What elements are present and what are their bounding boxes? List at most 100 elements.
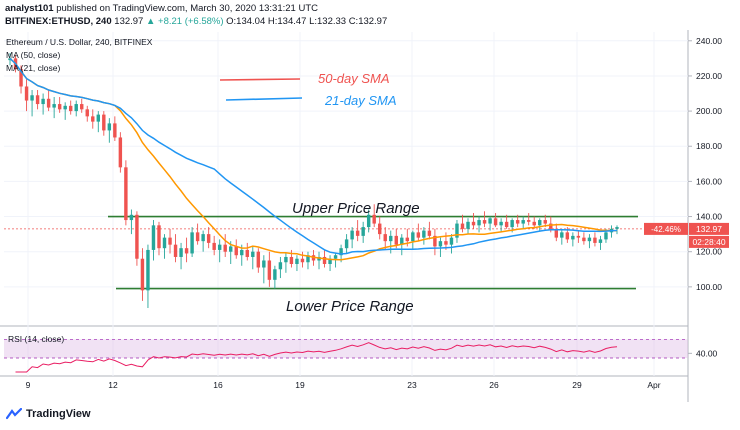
publish-info: analyst101 published on TradingView.com,… xyxy=(5,3,318,14)
candle-body xyxy=(173,244,178,257)
candle-body xyxy=(466,221,470,229)
candle-body xyxy=(565,232,570,240)
candle-body xyxy=(212,242,216,250)
candle-body xyxy=(344,239,349,249)
rsi-tick-label: 40.00 xyxy=(696,348,718,358)
candle-body xyxy=(582,237,586,242)
candle-body xyxy=(107,123,112,131)
chart-legend-title: Ethereum / U.S. Dollar, 240, BITFINEX xyxy=(6,37,153,47)
candle-body xyxy=(499,221,503,226)
candle-body xyxy=(140,258,145,291)
lower-range-label: Lower Price Range xyxy=(286,298,414,315)
time-tick-label: 12 xyxy=(108,380,118,390)
ohlc-values: O:134.04 H:134.47 L:132.33 C:132.97 xyxy=(226,16,388,27)
candle-body xyxy=(587,237,592,242)
candle-body xyxy=(510,220,514,228)
candle-body xyxy=(80,104,84,110)
price-tick-label: 100.00 xyxy=(696,282,722,292)
sma21-annotation-line xyxy=(225,97,303,101)
candle-body xyxy=(372,214,376,224)
candle-body xyxy=(438,241,443,247)
candle-body xyxy=(289,256,294,264)
legend-ma21: MA (21, close) xyxy=(6,63,60,73)
sma21-annotation-label: 21-day SMA xyxy=(324,93,397,108)
rsi-legend: RSI (14, close) xyxy=(8,334,64,344)
candle-body xyxy=(35,95,40,105)
candle-body xyxy=(328,258,332,264)
candle-body xyxy=(433,235,437,247)
candle-body xyxy=(190,232,194,254)
candle-body xyxy=(184,248,189,254)
candle-body xyxy=(604,232,608,240)
candle-body xyxy=(411,232,415,242)
price-chart[interactable]: 240.00 220.00 200.00 180.00 160.00 140.00 120.… xyxy=(0,30,740,402)
candle-body xyxy=(477,220,481,226)
time-tick-label: 9 xyxy=(26,380,31,390)
candle-body xyxy=(118,137,123,168)
candle-body xyxy=(57,104,62,110)
candle-body xyxy=(30,95,34,101)
candle-body xyxy=(515,220,520,224)
candle-body xyxy=(24,86,29,101)
upper-range-label: Upper Price Range xyxy=(292,200,420,217)
candle-body xyxy=(526,220,531,222)
candle-body xyxy=(350,230,354,240)
candle-body xyxy=(262,260,266,268)
candle-body xyxy=(206,234,211,243)
candle-body xyxy=(571,235,575,240)
candle-body xyxy=(560,232,564,238)
candle-body xyxy=(532,221,536,226)
pct-change-label: -42.46% xyxy=(651,225,681,234)
price-tick-label: 220.00 xyxy=(696,71,722,81)
time-tick-label: 26 xyxy=(489,380,499,390)
candle-body xyxy=(162,237,167,249)
candle-body xyxy=(422,230,426,238)
candle-body xyxy=(493,218,498,226)
candle-body xyxy=(229,246,233,252)
candle-body xyxy=(273,269,277,280)
candle-body xyxy=(63,105,67,110)
candle-body xyxy=(295,258,299,264)
candle-body xyxy=(46,98,51,108)
countdown-label: 02:28:40 xyxy=(692,237,725,247)
candle-body xyxy=(146,249,150,291)
candle-body xyxy=(444,241,448,245)
candle-body xyxy=(488,218,492,224)
rsi-line xyxy=(15,342,618,373)
candle-body xyxy=(300,258,305,263)
candle-body xyxy=(549,223,553,229)
time-tick-label: 19 xyxy=(295,380,305,390)
candle-body xyxy=(576,235,581,238)
candle-body xyxy=(355,230,360,236)
candle-body xyxy=(124,167,128,221)
candle-body xyxy=(201,234,205,242)
last-price: 132.97 xyxy=(114,16,144,27)
time-tick-label: 29 xyxy=(572,380,582,390)
candle-body xyxy=(615,227,619,229)
tradingview-brand[interactable]: TradingView xyxy=(6,408,91,420)
publisher-name[interactable]: analyst101 xyxy=(5,3,54,14)
countdown-badge xyxy=(689,235,729,248)
candle-body xyxy=(361,227,365,236)
legend-ma50: MA (50, close) xyxy=(6,50,60,60)
price-tick-label: 240.00 xyxy=(696,36,722,46)
candle-body xyxy=(339,248,343,256)
current-price-label: 132.97 xyxy=(696,224,722,234)
candle-body xyxy=(416,232,421,238)
candle-body xyxy=(256,251,261,268)
candle-body xyxy=(102,114,106,131)
candle-body xyxy=(455,223,459,238)
candle-body xyxy=(378,223,382,235)
candle-body xyxy=(306,255,310,263)
candle-body xyxy=(52,104,56,108)
candle-body xyxy=(68,105,73,112)
rsi-band xyxy=(4,339,688,358)
candle-body xyxy=(389,235,393,242)
candle-body xyxy=(366,214,371,228)
candle-body xyxy=(157,225,161,249)
candle-body xyxy=(333,255,338,259)
pct-change-badge xyxy=(644,222,688,235)
candle-body xyxy=(195,232,200,242)
candle-body xyxy=(554,228,559,238)
candle-body xyxy=(135,214,139,259)
